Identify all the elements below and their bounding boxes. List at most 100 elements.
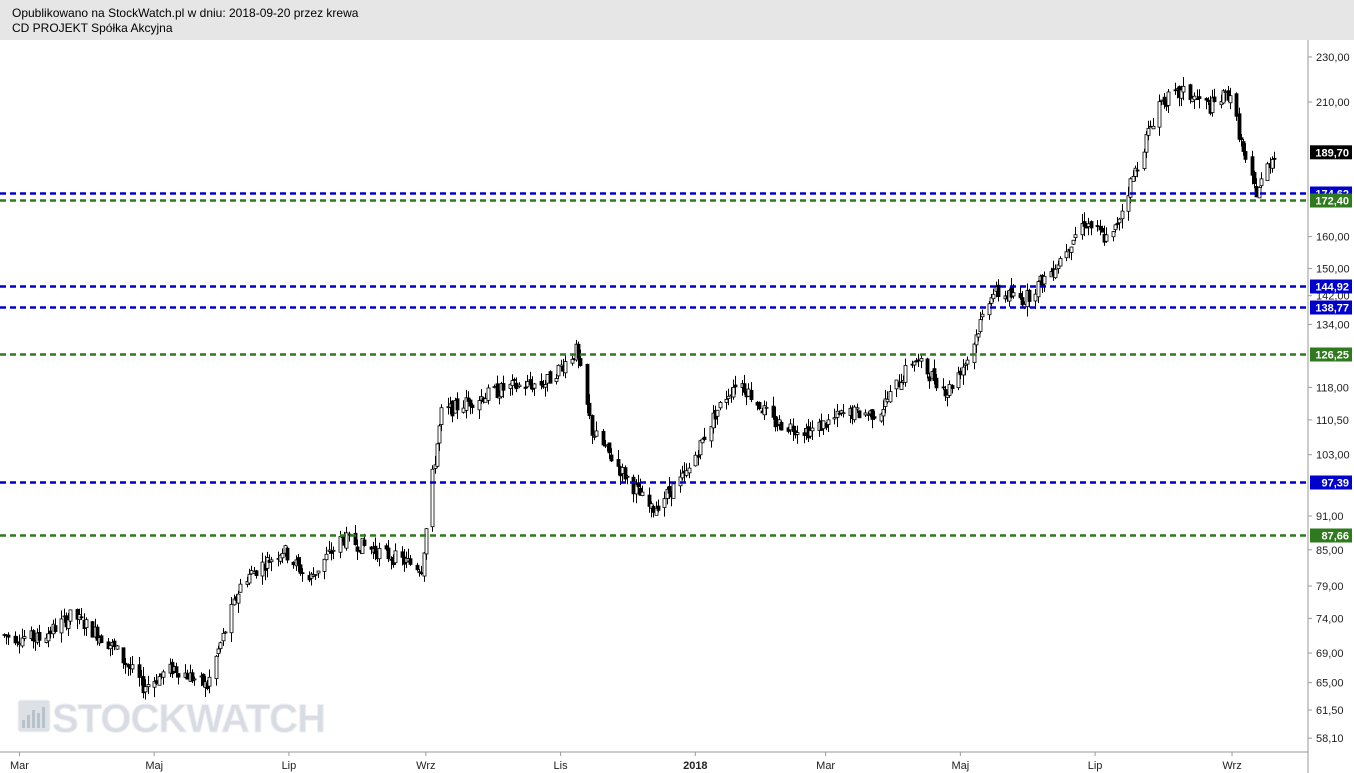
x-tick-label: 2018: [683, 760, 707, 772]
candle-down: [548, 371, 553, 384]
candle-up: [698, 440, 703, 456]
candle-up: [947, 384, 952, 396]
candle-down: [667, 486, 672, 494]
candle-down: [1100, 227, 1105, 233]
watermark: STOCKWATCH: [17, 697, 326, 742]
candle-down: [950, 385, 955, 390]
candle-down: [37, 631, 42, 641]
candle-up: [313, 574, 318, 576]
candle-up: [1033, 293, 1038, 302]
candle-down: [916, 359, 921, 362]
candle-up: [59, 618, 64, 634]
y-tick-label: 210,00: [1316, 97, 1350, 109]
candle-up: [764, 406, 769, 409]
candle-up: [461, 407, 466, 413]
candle-up: [978, 319, 983, 332]
candle-up: [863, 412, 868, 416]
candle-down: [576, 343, 581, 359]
candle-down: [468, 399, 473, 407]
candle-up: [510, 380, 515, 387]
candle-up: [788, 423, 793, 431]
candle-down: [296, 557, 301, 565]
candle-down: [927, 376, 932, 382]
candle-down: [6, 634, 11, 638]
candle-up: [731, 387, 736, 398]
candle-down: [636, 482, 641, 488]
candle-up: [46, 633, 51, 642]
candle-down: [1243, 151, 1248, 160]
level-label-box: [1310, 193, 1352, 208]
candle-down: [631, 476, 636, 495]
candle-down: [53, 625, 58, 632]
candle-up: [1144, 134, 1149, 153]
candle-up: [855, 407, 860, 410]
y-tick-label: 230,00: [1316, 52, 1350, 64]
candle-up: [344, 532, 349, 549]
x-tick-label: Mar: [10, 760, 29, 772]
candle-down: [1254, 186, 1259, 198]
candle-up: [693, 454, 698, 467]
candle-up: [1142, 151, 1147, 170]
candle-down: [185, 673, 190, 680]
candle-up: [1073, 234, 1078, 238]
candle-up: [393, 550, 398, 564]
candle-down: [647, 494, 652, 507]
candle-up: [1192, 95, 1197, 101]
candle-down: [771, 405, 776, 418]
candle-up: [1159, 99, 1164, 102]
y-tick-label: 85,00: [1316, 545, 1344, 557]
candle-up: [143, 686, 148, 693]
candle-up: [1120, 210, 1125, 220]
candle-down: [137, 664, 142, 678]
candle-up: [20, 637, 25, 647]
candle-up: [888, 391, 893, 403]
candle-up: [987, 303, 992, 316]
level-label-box: [1310, 347, 1352, 362]
candle-down: [450, 400, 455, 417]
candle-down: [616, 459, 621, 467]
candle-up: [991, 293, 996, 300]
candle-up: [464, 397, 469, 411]
candle-up: [1181, 85, 1186, 93]
candle-down: [941, 386, 946, 389]
candle-up: [22, 636, 27, 639]
candle-down: [1089, 221, 1094, 229]
candle-up: [885, 398, 890, 403]
watermark-text: STOCKWATCH: [52, 697, 325, 741]
candle-down: [872, 416, 877, 419]
candle-down: [1148, 125, 1153, 128]
publication-info: Opublikowano na StockWatch.pl w dniu: 20…: [12, 6, 359, 20]
candle-up: [430, 468, 435, 528]
candles-layer: [2, 77, 1277, 700]
candle-up: [223, 631, 228, 634]
candle-up: [1104, 234, 1109, 242]
level-label-box: [1310, 528, 1352, 543]
candle-up: [852, 406, 857, 421]
candle-down: [362, 539, 367, 546]
candle-down: [958, 370, 963, 376]
candle-up: [570, 358, 575, 364]
candle-up: [216, 648, 221, 654]
candle-down: [79, 616, 84, 619]
candle-up: [980, 313, 985, 318]
candle-up: [881, 408, 886, 417]
candle-up: [192, 678, 197, 681]
candle-down: [1239, 137, 1244, 141]
candle-down: [501, 383, 506, 391]
candle-up: [903, 365, 908, 383]
candle-down: [1212, 96, 1217, 103]
candle-up: [17, 643, 22, 646]
candle-down: [90, 621, 95, 638]
candle-down: [651, 505, 656, 513]
candle-down: [300, 572, 305, 575]
candle-up: [316, 570, 321, 574]
candle-down: [470, 404, 475, 408]
candle-down: [154, 680, 159, 684]
candle-down: [174, 666, 179, 673]
candle-down: [934, 377, 939, 389]
x-tick-label: Lis: [554, 760, 569, 772]
candle-up: [1126, 195, 1131, 212]
candle-down: [415, 564, 420, 571]
candle-up: [265, 557, 270, 569]
candle-up: [1064, 251, 1069, 259]
